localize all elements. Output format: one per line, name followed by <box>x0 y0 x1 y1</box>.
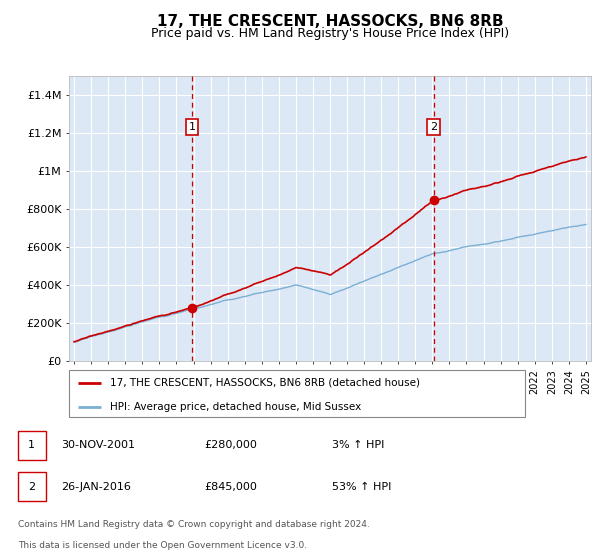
Text: 3% ↑ HPI: 3% ↑ HPI <box>332 440 385 450</box>
FancyBboxPatch shape <box>18 431 46 460</box>
Text: 2: 2 <box>430 122 437 132</box>
Text: HPI: Average price, detached house, Mid Sussex: HPI: Average price, detached house, Mid … <box>110 402 361 412</box>
Text: 26-JAN-2016: 26-JAN-2016 <box>61 482 131 492</box>
FancyBboxPatch shape <box>18 472 46 501</box>
Text: Contains HM Land Registry data © Crown copyright and database right 2024.: Contains HM Land Registry data © Crown c… <box>18 520 370 529</box>
Text: 17, THE CRESCENT, HASSOCKS, BN6 8RB (detached house): 17, THE CRESCENT, HASSOCKS, BN6 8RB (det… <box>110 378 420 388</box>
Text: 1: 1 <box>188 122 196 132</box>
Text: 17, THE CRESCENT, HASSOCKS, BN6 8RB: 17, THE CRESCENT, HASSOCKS, BN6 8RB <box>157 14 503 29</box>
Text: This data is licensed under the Open Government Licence v3.0.: This data is licensed under the Open Gov… <box>18 541 307 550</box>
Text: 53% ↑ HPI: 53% ↑ HPI <box>332 482 391 492</box>
Text: 1: 1 <box>28 440 35 450</box>
Text: £845,000: £845,000 <box>204 482 257 492</box>
Text: £280,000: £280,000 <box>204 440 257 450</box>
FancyBboxPatch shape <box>69 370 525 417</box>
Text: Price paid vs. HM Land Registry's House Price Index (HPI): Price paid vs. HM Land Registry's House … <box>151 27 509 40</box>
Text: 30-NOV-2001: 30-NOV-2001 <box>61 440 136 450</box>
Text: 2: 2 <box>28 482 35 492</box>
